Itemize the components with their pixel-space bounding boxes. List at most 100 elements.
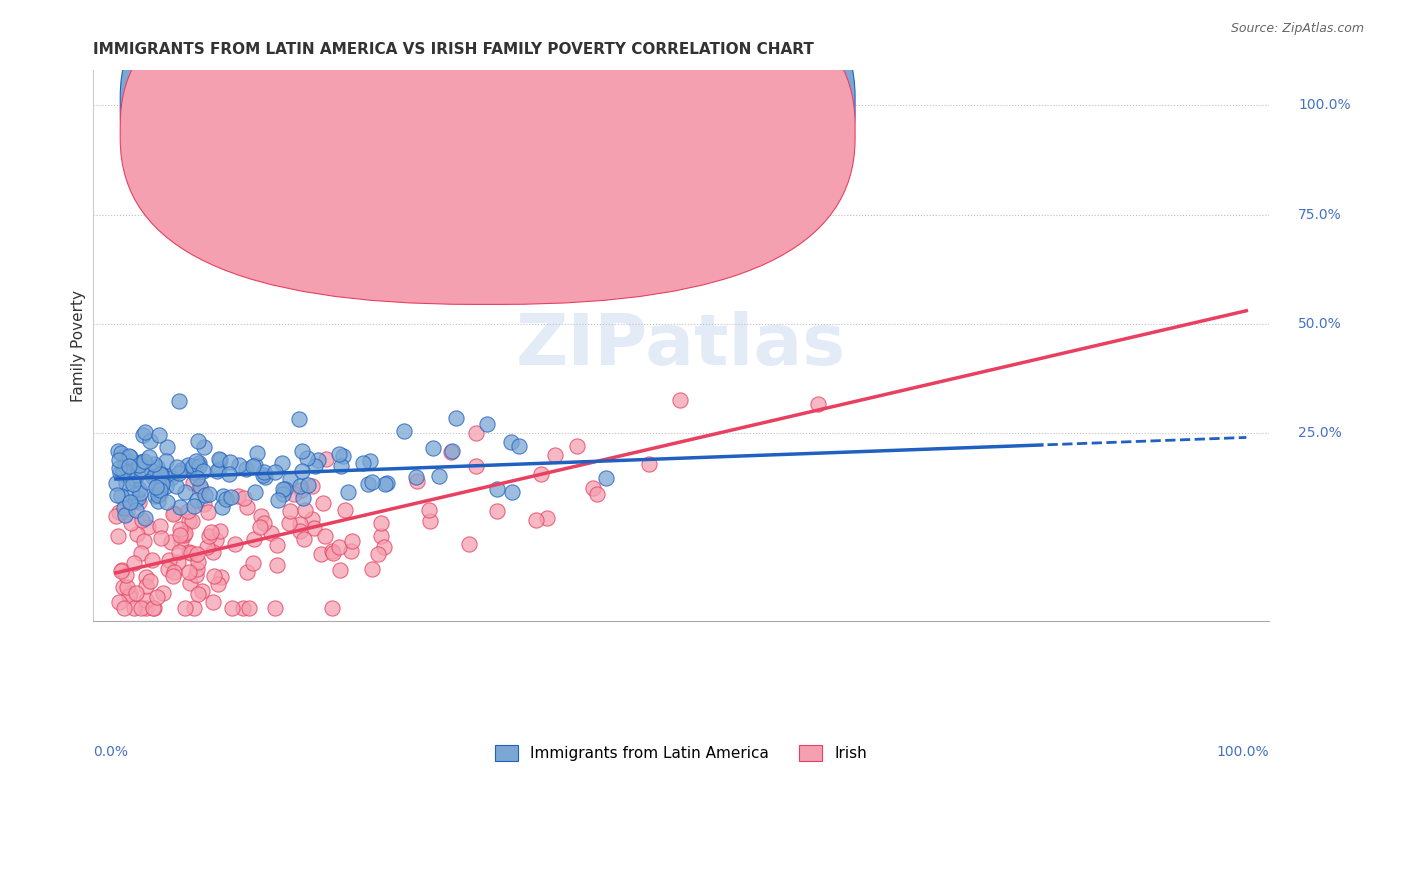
Point [290, 483, 312, 497]
Point [246, 446, 269, 460]
Point [127, 527, 149, 541]
Point [336, 484, 359, 499]
Point [120, 495, 142, 509]
Point [125, 586, 148, 600]
Point [297, 478, 319, 492]
Point [321, 600, 343, 615]
FancyBboxPatch shape [121, 0, 855, 277]
Point [120, 516, 142, 531]
Point [141, 552, 163, 566]
Point [155, 479, 177, 493]
Point [208, 452, 231, 467]
Point [304, 521, 326, 535]
Point [105, 508, 128, 523]
Point [143, 600, 166, 615]
Point [135, 600, 157, 615]
Point [129, 486, 152, 500]
Point [149, 486, 172, 500]
Point [138, 434, 160, 448]
Point [169, 500, 191, 514]
Point [134, 510, 156, 524]
Text: N = 144: N = 144 [634, 96, 697, 111]
Text: 50.0%: 50.0% [1298, 317, 1343, 331]
Point [107, 595, 129, 609]
Point [160, 535, 183, 549]
Point [179, 576, 201, 591]
Point [179, 514, 201, 528]
Point [536, 510, 558, 524]
Point [110, 489, 132, 503]
Point [530, 467, 553, 481]
Point [208, 462, 231, 476]
Point [162, 569, 184, 583]
Text: 100.0%: 100.0% [1216, 745, 1270, 759]
Point [136, 475, 159, 490]
Point [173, 528, 195, 542]
Point [118, 586, 141, 600]
Point [291, 464, 314, 478]
Point [112, 464, 135, 478]
Point [301, 478, 323, 492]
Point [266, 493, 288, 508]
Point [201, 545, 224, 559]
Point [111, 449, 134, 463]
Point [128, 482, 150, 496]
Point [187, 587, 209, 601]
Point [242, 458, 264, 473]
Point [221, 600, 243, 615]
Point [122, 600, 145, 615]
Point [264, 465, 287, 479]
Point [304, 459, 326, 474]
Point [224, 536, 246, 550]
Point [118, 589, 141, 603]
Point [202, 595, 225, 609]
Point [183, 600, 205, 615]
Point [184, 567, 207, 582]
Point [112, 600, 135, 615]
Point [367, 547, 389, 561]
Point [156, 495, 179, 509]
Point [111, 563, 134, 577]
Point [669, 393, 692, 408]
Point [157, 553, 180, 567]
Point [114, 459, 136, 474]
Point [120, 450, 142, 464]
Point [112, 467, 135, 481]
Point [177, 458, 200, 473]
Point [186, 471, 208, 485]
Point [524, 513, 547, 527]
Text: R = 0.639: R = 0.639 [510, 123, 593, 138]
Point [180, 514, 202, 528]
Point [586, 487, 609, 501]
Point [277, 516, 299, 530]
Point [273, 482, 295, 496]
Point [314, 529, 336, 543]
Point [329, 459, 352, 474]
Point [235, 462, 257, 476]
Point [243, 458, 266, 472]
Point [352, 456, 374, 470]
Point [332, 449, 354, 463]
Point [124, 556, 146, 570]
Point [565, 439, 588, 453]
Point [458, 537, 481, 551]
Point [333, 503, 356, 517]
Point [188, 458, 211, 473]
Point [278, 472, 301, 486]
Point [167, 555, 190, 569]
Point [145, 590, 167, 604]
Point [114, 501, 136, 516]
Point [105, 476, 128, 491]
Text: 100.0%: 100.0% [1298, 98, 1351, 112]
Point [149, 467, 172, 482]
Point [125, 467, 148, 482]
Point [181, 476, 204, 491]
Point [108, 505, 131, 519]
Point [107, 529, 129, 543]
Point [260, 526, 283, 541]
Point [301, 512, 323, 526]
Point [155, 454, 177, 468]
Point [211, 489, 233, 503]
Point [288, 524, 311, 538]
Point [107, 444, 129, 458]
